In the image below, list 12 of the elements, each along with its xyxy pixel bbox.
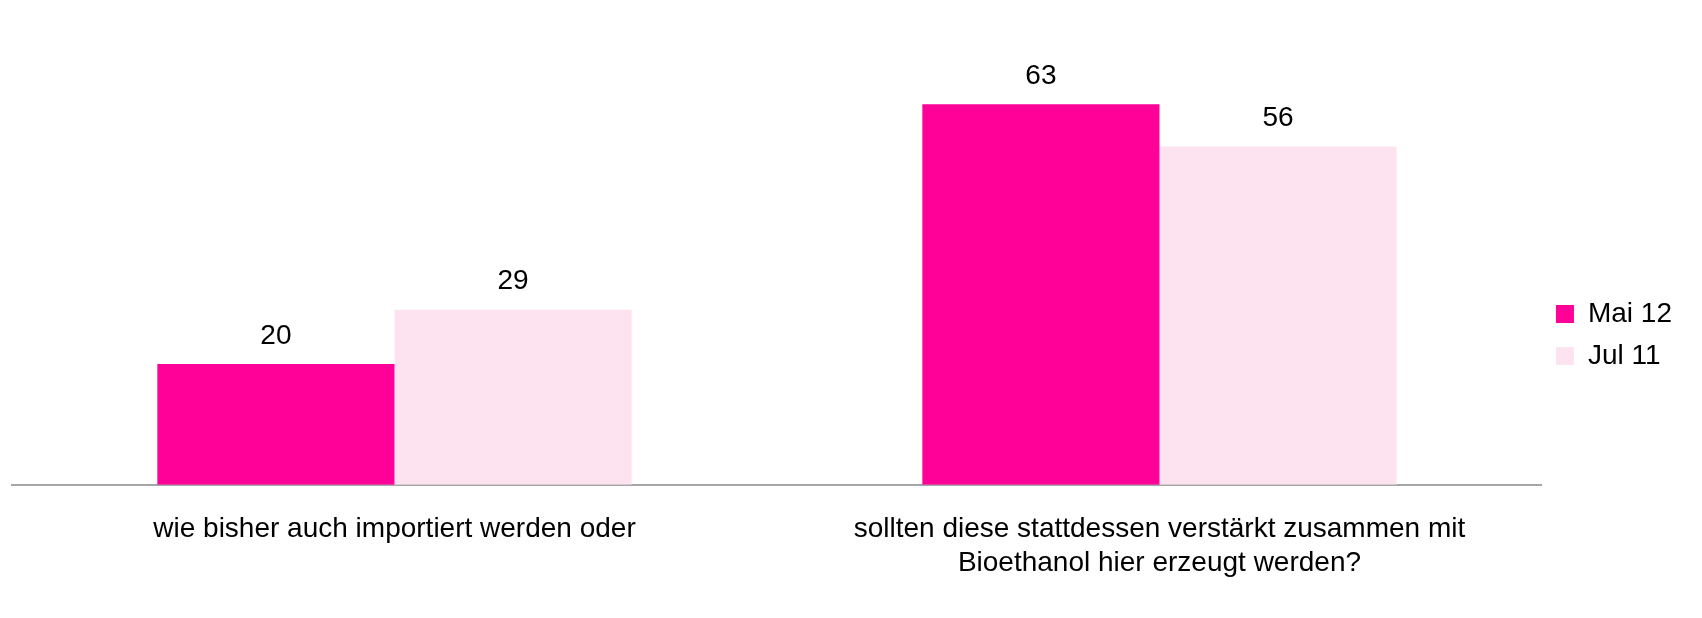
- bar: [394, 309, 632, 485]
- x-tick-label: sollten diese stattdessen verstärkt zusammen mit Bioethanol hier erzeugt werden?: [853, 512, 1466, 577]
- x-tick-label: wie bisher auch importiert werden oder: [152, 512, 636, 544]
- data-label: 20: [260, 318, 292, 350]
- data-label: 56: [1262, 101, 1294, 133]
- bar: [1159, 146, 1397, 485]
- data-label: 29: [497, 264, 529, 296]
- data-label: 63: [1025, 59, 1057, 90]
- legend-label: Jul 11: [1587, 338, 1661, 370]
- bar: [157, 364, 395, 485]
- legend-label: Mai 12: [1587, 296, 1673, 328]
- bar: [922, 104, 1160, 485]
